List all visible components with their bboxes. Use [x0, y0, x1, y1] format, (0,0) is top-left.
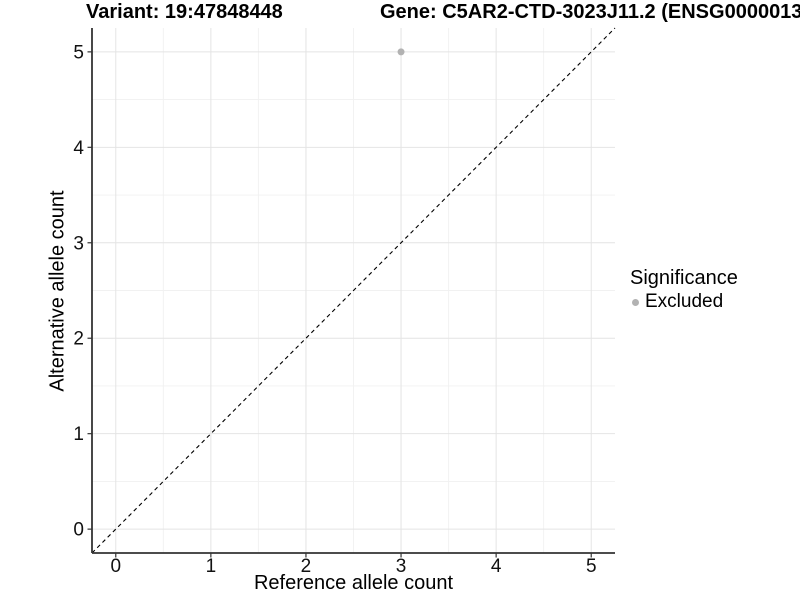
- legend-point-icon: [632, 298, 639, 306]
- legend-item: Excluded: [630, 291, 738, 313]
- major-gridlines: [92, 28, 615, 553]
- gene-title: Gene: C5AR2-CTD-3023J11.2 (ENSG00000134: [380, 1, 800, 23]
- identity-line: [91, 27, 616, 554]
- x-tick-label: 2: [301, 556, 312, 577]
- variant-title: Variant: 19:47848448: [86, 1, 283, 23]
- x-tick-label: 0: [110, 556, 121, 577]
- y-tick-label: 4: [73, 138, 84, 159]
- x-tick-label: 3: [396, 556, 407, 577]
- y-axis-ticks: 0 1 2 3 4 5: [73, 42, 92, 541]
- x-tick-label: 5: [586, 556, 597, 577]
- data-points: [397, 48, 405, 56]
- data-point: [397, 48, 405, 56]
- axis-lines: [91, 28, 615, 554]
- y-tick-label: 3: [73, 233, 84, 254]
- x-axis-ticks: 0 1 2 3 4 5: [110, 553, 597, 577]
- x-axis-title: Reference allele count: [253, 572, 453, 594]
- x-tick-label: 4: [491, 556, 502, 577]
- y-tick-label: 0: [73, 520, 84, 541]
- legend-items: Excluded: [630, 291, 738, 313]
- x-tick-label: 1: [206, 556, 217, 577]
- legend: Significance Excluded: [630, 266, 738, 313]
- legend-item-label: Excluded: [645, 291, 724, 312]
- y-tick-label: 1: [73, 424, 84, 445]
- y-axis-title: Alternative allele count: [46, 190, 69, 392]
- y-tick-label: 2: [73, 329, 84, 350]
- legend-title: Significance: [630, 267, 738, 289]
- y-tick-label: 5: [73, 42, 84, 63]
